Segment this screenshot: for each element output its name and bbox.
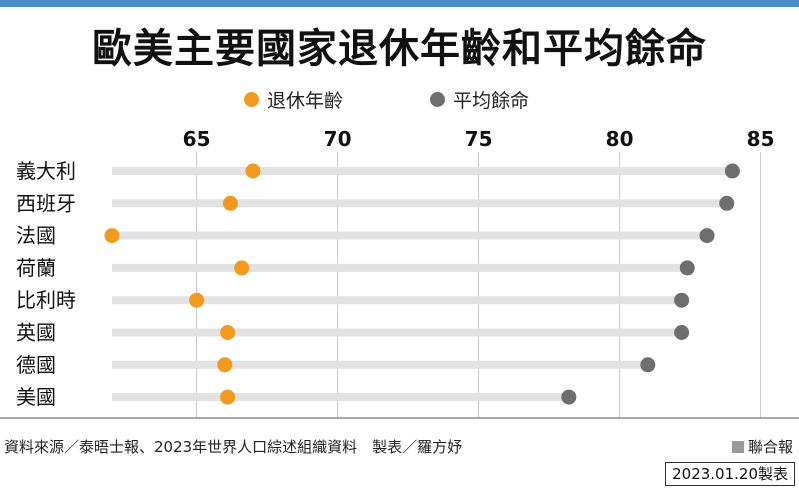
- date-stamp: 2023.01.20製表: [665, 462, 795, 486]
- category-label: 法國: [16, 224, 56, 248]
- category-label: 比利時: [16, 288, 76, 312]
- retirement-dot: [217, 357, 233, 373]
- retirement-dot: [222, 195, 238, 211]
- brand-mark: 聯合報: [731, 436, 793, 457]
- category-label: 美國: [16, 385, 56, 409]
- retirement-dot: [189, 292, 205, 308]
- retirement-dot: [104, 228, 120, 244]
- life-dot: [724, 163, 740, 179]
- range-bar: [112, 393, 569, 402]
- retirement-dot: [245, 163, 261, 179]
- category-label: 荷蘭: [16, 256, 56, 280]
- life-dot: [679, 260, 695, 276]
- chart-title: 歐美主要國家退休年齡和平均餘命: [92, 26, 707, 72]
- retirement-dot: [234, 260, 250, 276]
- range-bar: [112, 360, 648, 369]
- life-dot: [674, 292, 690, 308]
- life-dot: [719, 195, 735, 211]
- x-tick-label: 70: [324, 127, 352, 151]
- life-dot: [561, 389, 577, 405]
- legend-dot-life: [430, 92, 445, 107]
- life-dot: [640, 357, 656, 373]
- x-tick-label: 80: [606, 127, 634, 151]
- retirement-dot: [220, 389, 236, 405]
- category-label: 義大利: [16, 159, 76, 183]
- category-label: 德國: [16, 353, 56, 377]
- range-bar: [112, 167, 733, 175]
- legend-label-retirement: 退休年齡: [267, 90, 344, 112]
- source-note: 資料來源／泰晤士報、2023年世界人口綜述組織資料 製表／羅方妤: [4, 438, 463, 456]
- retirement-dot: [220, 325, 236, 340]
- legend-item-retirement: 退休年齡: [244, 86, 343, 113]
- x-tick-label: 65: [183, 127, 211, 151]
- brand-square-icon: [731, 440, 744, 453]
- life-dot: [674, 325, 690, 340]
- legend: 退休年齡 平均餘命: [0, 86, 799, 112]
- legend-item-life: 平均餘命: [430, 86, 529, 113]
- range-bar: [112, 263, 688, 272]
- legend-label-life: 平均餘命: [453, 90, 530, 112]
- life-dot: [699, 228, 715, 244]
- range-bar: [112, 231, 708, 240]
- x-tick-label: 85: [747, 127, 775, 151]
- legend-dot-retirement: [244, 92, 259, 107]
- category-label: 西班牙: [16, 191, 76, 215]
- range-bar: [112, 296, 682, 305]
- category-label: 英國: [16, 321, 56, 345]
- top-accent-bar: [0, 0, 799, 7]
- range-bar: [112, 199, 727, 208]
- range-bar: [112, 328, 682, 337]
- brand-label: 聯合報: [747, 438, 793, 456]
- x-tick-label: 75: [465, 127, 493, 151]
